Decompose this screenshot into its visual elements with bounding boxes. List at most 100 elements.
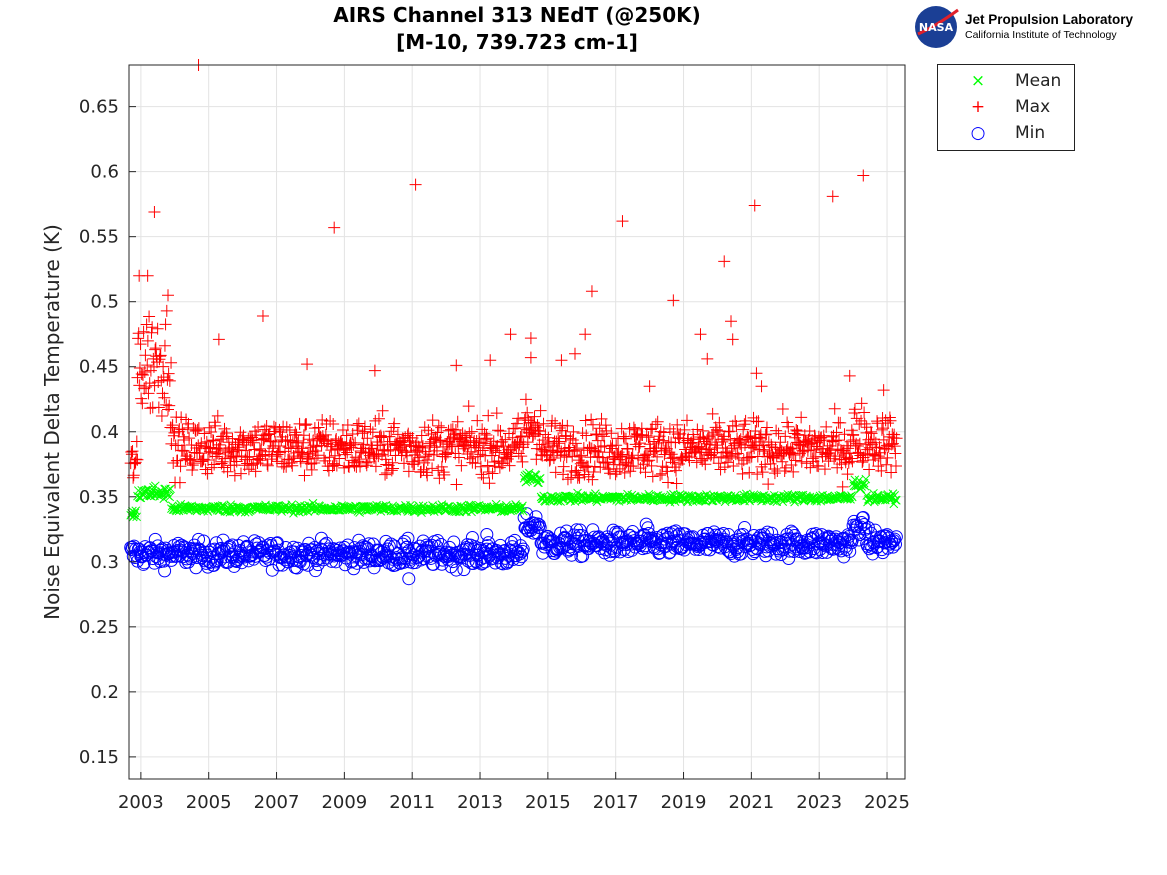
max-point: [347, 438, 360, 451]
max-point: [437, 466, 450, 479]
max-point: [209, 419, 222, 432]
min-point: [305, 543, 319, 557]
max-point: [213, 447, 226, 460]
max-point: [579, 414, 592, 427]
max-point: [885, 438, 898, 451]
data-marks: [124, 59, 903, 586]
max-point: [716, 435, 729, 448]
min-point: [260, 544, 274, 558]
max-point: [340, 429, 353, 442]
max-point: [841, 468, 854, 481]
max-point: [162, 289, 175, 302]
max-point: [755, 380, 768, 393]
max-point: [758, 445, 771, 458]
y-tick-label: 0.6: [90, 162, 119, 183]
max-point: [557, 468, 570, 481]
min-point: [402, 572, 416, 586]
max-point: [712, 457, 725, 470]
max-point: [297, 436, 310, 449]
max-point: [649, 418, 662, 431]
max-point: [544, 446, 557, 459]
min-point: [158, 564, 172, 578]
mean-point: [262, 504, 271, 514]
max-point: [823, 446, 836, 459]
max-point: [856, 456, 869, 469]
max-point: [591, 434, 604, 447]
max-point: [361, 455, 374, 468]
max-point: [710, 423, 723, 436]
max-point: [807, 444, 820, 457]
max-point: [450, 359, 463, 372]
min-point: [560, 533, 574, 547]
max-point: [514, 430, 527, 443]
max-point: [294, 452, 307, 465]
max-point: [743, 451, 756, 464]
max-point: [595, 412, 608, 425]
max-point: [241, 451, 254, 464]
max-point: [586, 473, 599, 486]
max-point: [706, 407, 719, 420]
max-point: [851, 447, 864, 460]
x-tick-label: 2013: [457, 792, 503, 813]
max-point: [234, 467, 247, 480]
max-point: [836, 480, 849, 493]
min-point: [839, 543, 853, 557]
max-point: [434, 434, 447, 447]
min-point: [449, 563, 463, 577]
x-tick-label: 2005: [186, 792, 232, 813]
mean-point: [166, 484, 175, 494]
max-point: [480, 428, 493, 441]
max-point: [662, 476, 675, 489]
max-point: [801, 444, 814, 457]
max-point: [131, 453, 144, 466]
max-point: [139, 349, 152, 362]
max-point: [214, 433, 227, 446]
max-point: [339, 448, 352, 461]
max-point: [358, 420, 371, 433]
max-point: [789, 454, 802, 467]
max-point: [434, 434, 447, 447]
max-point: [388, 417, 401, 430]
max-point: [855, 397, 868, 410]
min-point: [465, 531, 479, 545]
max-point: [604, 467, 617, 480]
max-point: [205, 461, 218, 474]
max-point: [775, 449, 788, 462]
max-point: [471, 414, 484, 427]
max-point: [186, 464, 199, 477]
max-point: [415, 429, 428, 442]
min-point: [516, 542, 530, 556]
max-point: [158, 339, 171, 352]
max-point: [398, 438, 411, 451]
max-point: [740, 452, 753, 465]
max-point: [704, 449, 717, 462]
max-point: [583, 441, 596, 454]
max-point: [490, 440, 503, 453]
max-point: [772, 427, 785, 440]
max-point: [751, 468, 764, 481]
max-point: [885, 466, 898, 479]
max-point: [426, 462, 439, 475]
max-point: [481, 432, 494, 445]
max-point: [438, 468, 451, 481]
max-point: [214, 443, 227, 456]
max-point: [494, 424, 507, 437]
legend-label: Mean: [1015, 71, 1062, 91]
max-point: [300, 418, 313, 431]
max-point: [358, 425, 371, 438]
max-point: [597, 430, 610, 443]
y-tick-label: 0.2: [90, 682, 119, 703]
legend-label: Max: [1015, 97, 1051, 117]
max-point: [292, 434, 305, 447]
max-point: [211, 409, 224, 422]
max-point: [796, 445, 809, 458]
max-point: [585, 285, 598, 298]
max-point: [512, 412, 525, 425]
max-point: [463, 427, 476, 440]
max-point: [845, 452, 858, 465]
max-point: [678, 423, 691, 436]
max-point: [748, 442, 761, 455]
max-point: [448, 431, 461, 444]
min-point: [236, 535, 250, 549]
min-point: [888, 532, 902, 546]
